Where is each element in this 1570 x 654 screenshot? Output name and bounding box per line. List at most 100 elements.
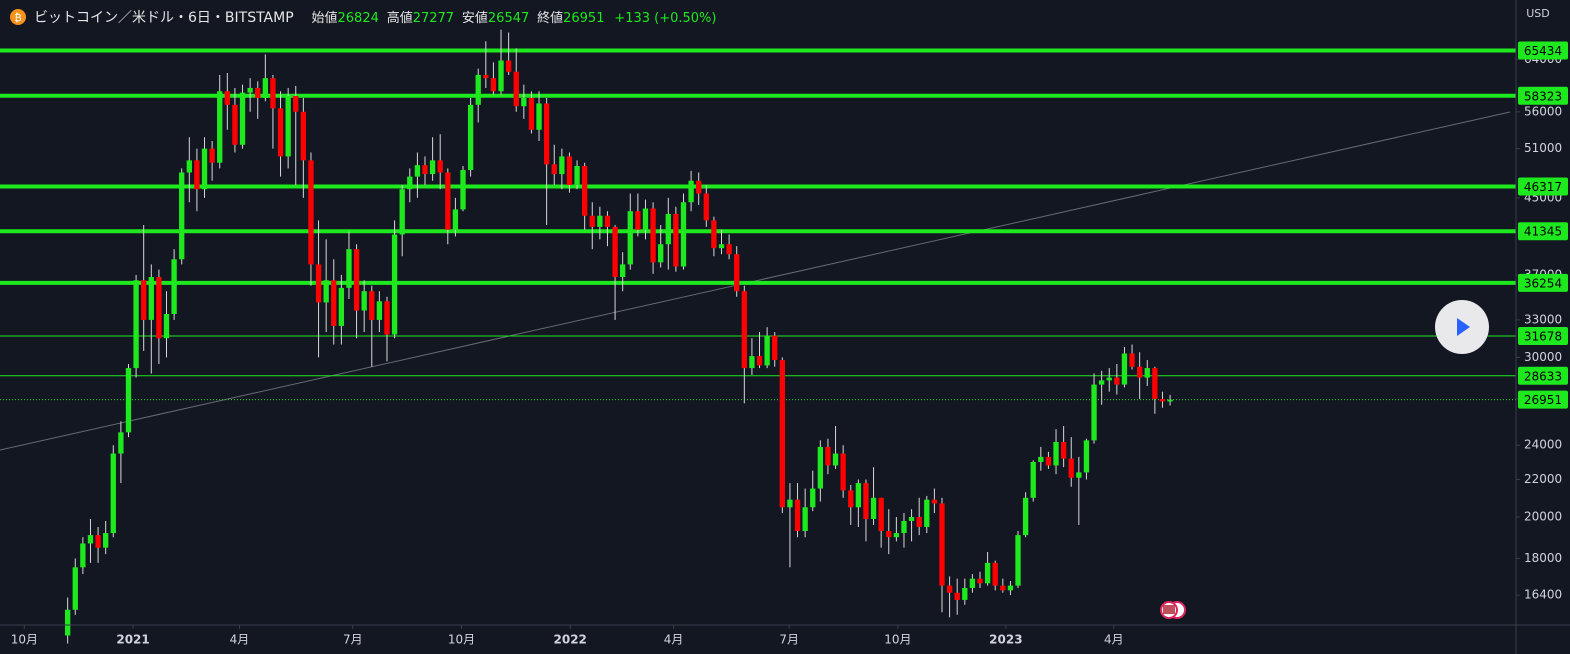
candle-body xyxy=(346,249,352,288)
candle-body xyxy=(718,244,725,249)
candle-body xyxy=(566,156,573,185)
candle-body xyxy=(1038,456,1044,462)
candle-body xyxy=(734,254,740,292)
candle-body xyxy=(1144,368,1150,378)
candle-body xyxy=(589,215,595,227)
candle-body xyxy=(361,291,367,311)
candle-body xyxy=(467,104,474,171)
candle-body xyxy=(954,592,960,600)
y-tick-label: 16400 xyxy=(1524,588,1562,602)
candle-body xyxy=(1121,353,1128,385)
candle-body xyxy=(559,156,565,175)
candle-body xyxy=(1098,380,1105,385)
x-tick-label: 2022 xyxy=(554,633,587,647)
candle-body xyxy=(939,503,945,586)
price-tag xyxy=(1518,390,1568,409)
candle-body xyxy=(574,165,580,185)
candle-body xyxy=(1129,353,1135,367)
candle-body xyxy=(285,95,291,157)
play-icon[interactable] xyxy=(1457,318,1470,336)
candle-body xyxy=(460,170,466,210)
price-tag-label: 26951 xyxy=(1524,393,1562,407)
candle-body xyxy=(1083,440,1090,473)
candle-body xyxy=(620,264,626,278)
x-tick-label: 7月 xyxy=(779,633,799,647)
candle-body xyxy=(80,543,86,568)
candle-body xyxy=(72,567,78,610)
candle-body xyxy=(680,202,687,267)
candle-body xyxy=(597,215,603,227)
high-value: 27277 xyxy=(413,11,454,26)
candle-body xyxy=(1022,497,1029,536)
candle-body xyxy=(832,453,839,466)
candle-body xyxy=(908,516,915,521)
y-tick-label: 51000 xyxy=(1524,141,1562,155)
candle-body xyxy=(163,314,170,339)
price-tag xyxy=(1518,327,1568,346)
x-tick-label: 4月 xyxy=(230,633,250,647)
price-tag xyxy=(1518,177,1568,196)
candle-body xyxy=(391,234,398,335)
candle-body xyxy=(1000,585,1006,591)
y-tick-label: 24000 xyxy=(1524,438,1562,452)
candle-body xyxy=(969,578,976,588)
y-tick-label: 22000 xyxy=(1524,472,1562,486)
price-tag-label: 41345 xyxy=(1524,225,1562,239)
candle-body xyxy=(984,562,991,584)
candle-body xyxy=(133,280,139,369)
play-button[interactable] xyxy=(1435,300,1489,354)
candle-body xyxy=(270,78,276,109)
candle-body xyxy=(156,277,162,339)
candle-body xyxy=(179,172,185,260)
price-tag-label: 31678 xyxy=(1524,330,1562,344)
candle-body xyxy=(186,160,192,173)
candle-body xyxy=(817,446,824,489)
candle-body xyxy=(665,213,671,245)
candle-body xyxy=(1030,461,1036,498)
candle-body xyxy=(916,516,922,527)
flag xyxy=(1163,605,1175,614)
candle-body xyxy=(103,533,109,548)
candle-body xyxy=(1091,384,1097,441)
price-tag-label: 46317 xyxy=(1524,180,1562,194)
y-tick-label: 30000 xyxy=(1524,350,1562,364)
candle-body xyxy=(946,585,953,593)
candle-body xyxy=(635,211,641,230)
price-tag-label: 28633 xyxy=(1524,369,1562,383)
candle-body xyxy=(696,180,702,194)
open-label: 始値 xyxy=(311,10,337,26)
candle-body xyxy=(802,507,808,532)
candle-body xyxy=(787,499,793,508)
candle-body xyxy=(422,165,428,175)
candle-body xyxy=(315,264,322,303)
price-tag xyxy=(1518,222,1568,241)
price-tag xyxy=(1518,366,1568,385)
price-tag xyxy=(1518,273,1568,292)
candle-body xyxy=(331,280,337,326)
candle-body xyxy=(931,499,938,504)
x-tick-label: 2021 xyxy=(116,633,149,647)
levels xyxy=(0,48,1516,401)
candle-body xyxy=(498,60,504,92)
candle-body xyxy=(650,208,656,263)
candle-body xyxy=(794,499,801,532)
candle-body xyxy=(772,335,778,361)
candle-body xyxy=(429,160,436,175)
candle-body xyxy=(353,249,360,311)
high-label: 高値 xyxy=(387,10,413,26)
candle-body xyxy=(688,180,694,203)
candle-body xyxy=(475,74,481,105)
candle-body xyxy=(95,535,101,548)
candle-body xyxy=(992,562,998,586)
candle-body xyxy=(551,164,557,175)
low-value: 26547 xyxy=(488,11,529,26)
candle-body xyxy=(1114,377,1120,385)
candle-body xyxy=(855,483,862,508)
candle-body xyxy=(863,483,869,519)
candle-body xyxy=(658,244,664,263)
candle-body xyxy=(369,291,375,320)
candle-body xyxy=(870,497,877,519)
candle-body xyxy=(262,78,268,98)
candle-body xyxy=(255,87,261,98)
candle-body xyxy=(901,520,907,534)
